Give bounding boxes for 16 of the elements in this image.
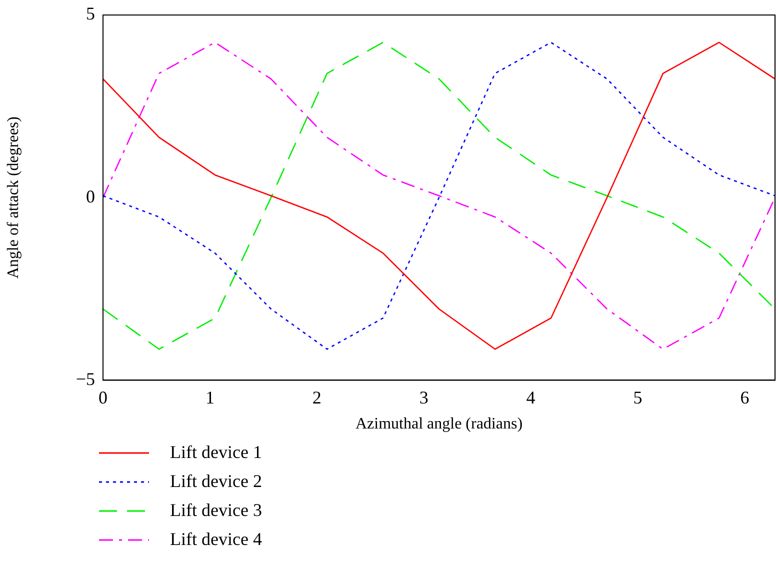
x-tick-label: 4: [526, 388, 536, 408]
legend-label: Lift device 1: [170, 442, 262, 463]
x-tick-label: 1: [205, 388, 214, 408]
legend-label: Lift device 3: [170, 500, 262, 521]
x-tick-label: 5: [633, 388, 642, 408]
y-tick-label: −5: [76, 368, 95, 389]
x-tick-label: 0: [98, 388, 108, 408]
y-tick-label: 5: [86, 4, 95, 24]
x-axis-title: Azimuthal angle (radians): [355, 416, 523, 433]
y-axis-title: Angle of attack (degrees): [4, 116, 22, 279]
x-tick-label: 3: [419, 388, 428, 408]
x-tick-label: 6: [740, 388, 750, 408]
x-tick-label: 2: [312, 388, 322, 408]
y-tick-label: 0: [86, 186, 95, 206]
legend-label: Lift device 4: [170, 529, 262, 550]
legend-label: Lift device 2: [170, 471, 262, 492]
